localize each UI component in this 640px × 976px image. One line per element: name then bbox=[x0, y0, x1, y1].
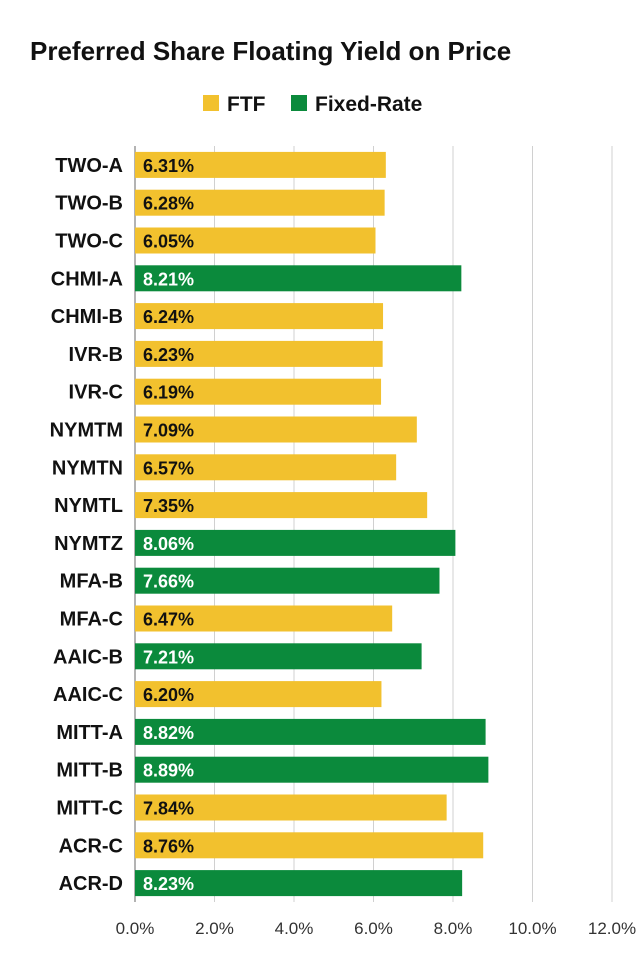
x-tick-label: 10.0% bbox=[508, 919, 556, 938]
bar-ivr-b bbox=[135, 340, 383, 367]
legend: FTF Fixed-Rate bbox=[203, 93, 422, 116]
legend-swatch-fixed-rate bbox=[291, 95, 307, 111]
data-label: 6.19% bbox=[143, 383, 194, 403]
bar-mitt-b bbox=[135, 756, 489, 783]
data-label: 7.35% bbox=[143, 496, 194, 516]
data-label: 7.21% bbox=[143, 647, 194, 667]
data-label: 8.23% bbox=[143, 874, 194, 894]
data-label: 6.24% bbox=[143, 307, 194, 327]
chart-title: Preferred Share Floating Yield on Price bbox=[30, 36, 511, 66]
bar-two-b bbox=[135, 189, 385, 216]
x-tick-label: 6.0% bbox=[354, 919, 393, 938]
data-label: 6.23% bbox=[143, 345, 194, 365]
category-label: MFA-C bbox=[60, 609, 123, 631]
x-tick-label: 12.0% bbox=[588, 919, 636, 938]
data-label: 6.28% bbox=[143, 194, 194, 214]
bar-aaic-c bbox=[135, 681, 382, 708]
bar-chmi-b bbox=[135, 303, 384, 330]
category-label: ACR-D bbox=[59, 873, 123, 895]
bar-two-c bbox=[135, 227, 376, 254]
category-label: NYMTN bbox=[52, 457, 123, 479]
x-tick-label: 2.0% bbox=[195, 919, 234, 938]
bar-acr-d bbox=[135, 870, 463, 897]
category-label: AAIC-B bbox=[53, 646, 123, 668]
data-label: 6.05% bbox=[143, 232, 194, 252]
bar-mfa-c bbox=[135, 605, 393, 632]
x-tick-label: 4.0% bbox=[275, 919, 314, 938]
bar-mfa-b bbox=[135, 567, 440, 594]
bar-ivr-c bbox=[135, 378, 382, 405]
data-label: 6.57% bbox=[143, 458, 194, 478]
category-label: AAIC-C bbox=[53, 684, 123, 706]
x-tick-label: 0.0% bbox=[116, 919, 155, 938]
legend-swatch-ftf bbox=[203, 95, 219, 111]
data-label: 8.82% bbox=[143, 723, 194, 743]
x-tick-label: 8.0% bbox=[434, 919, 473, 938]
data-label: 7.09% bbox=[143, 421, 194, 441]
category-labels: TWO-A TWO-B TWO-C CHMI-A CHMI-B IVR-B IVR-C NYM… bbox=[50, 155, 123, 895]
bar-chmi-a bbox=[135, 265, 462, 292]
bar-nymtl bbox=[135, 492, 428, 519]
legend-label-ftf: FTF bbox=[227, 93, 266, 116]
category-label: NYMTZ bbox=[54, 533, 123, 555]
bar-mitt-c bbox=[135, 794, 447, 821]
bar-mitt-a bbox=[135, 718, 486, 745]
category-label: CHMI-A bbox=[51, 268, 123, 290]
x-axis-ticks: 0.0% 2.0% 4.0% 6.0% 8.0% 10.0% 12.0% bbox=[116, 919, 636, 938]
legend-label-fixed-rate: Fixed-Rate bbox=[315, 93, 422, 116]
data-label: 6.20% bbox=[143, 685, 194, 705]
data-label: 7.84% bbox=[143, 799, 194, 819]
category-label: NYMTL bbox=[54, 495, 123, 517]
category-label: ACR-C bbox=[59, 835, 123, 857]
data-label: 6.47% bbox=[143, 610, 194, 630]
category-label: MITT-A bbox=[56, 722, 123, 744]
data-label: 7.66% bbox=[143, 572, 194, 592]
data-label: 6.31% bbox=[143, 156, 194, 176]
category-label: NYMTM bbox=[50, 420, 123, 442]
category-label: CHMI-B bbox=[51, 306, 123, 328]
category-label: TWO-C bbox=[55, 231, 123, 253]
bars: 6.31% 6.28% 6.05% 8.21% 6.24% 6.23% 6.19% 7.09%… bbox=[135, 151, 489, 897]
bar-aaic-b bbox=[135, 643, 422, 670]
bar-acr-c bbox=[135, 832, 484, 859]
bar-two-a bbox=[135, 151, 386, 178]
category-label: TWO-A bbox=[55, 155, 123, 177]
gridlines bbox=[134, 146, 613, 902]
category-label: MITT-C bbox=[56, 798, 123, 820]
bar-nymtm bbox=[135, 416, 417, 443]
category-label: IVR-B bbox=[69, 344, 123, 366]
data-label: 8.06% bbox=[143, 534, 194, 554]
bar-nymtn bbox=[135, 454, 397, 481]
category-label: IVR-C bbox=[69, 382, 123, 404]
category-label: MITT-B bbox=[56, 760, 123, 782]
category-label: MFA-B bbox=[60, 571, 123, 593]
data-label: 8.76% bbox=[143, 836, 194, 856]
data-label: 8.89% bbox=[143, 761, 194, 781]
category-label: TWO-B bbox=[55, 193, 123, 215]
data-label: 8.21% bbox=[143, 269, 194, 289]
bar-nymtz bbox=[135, 529, 456, 556]
